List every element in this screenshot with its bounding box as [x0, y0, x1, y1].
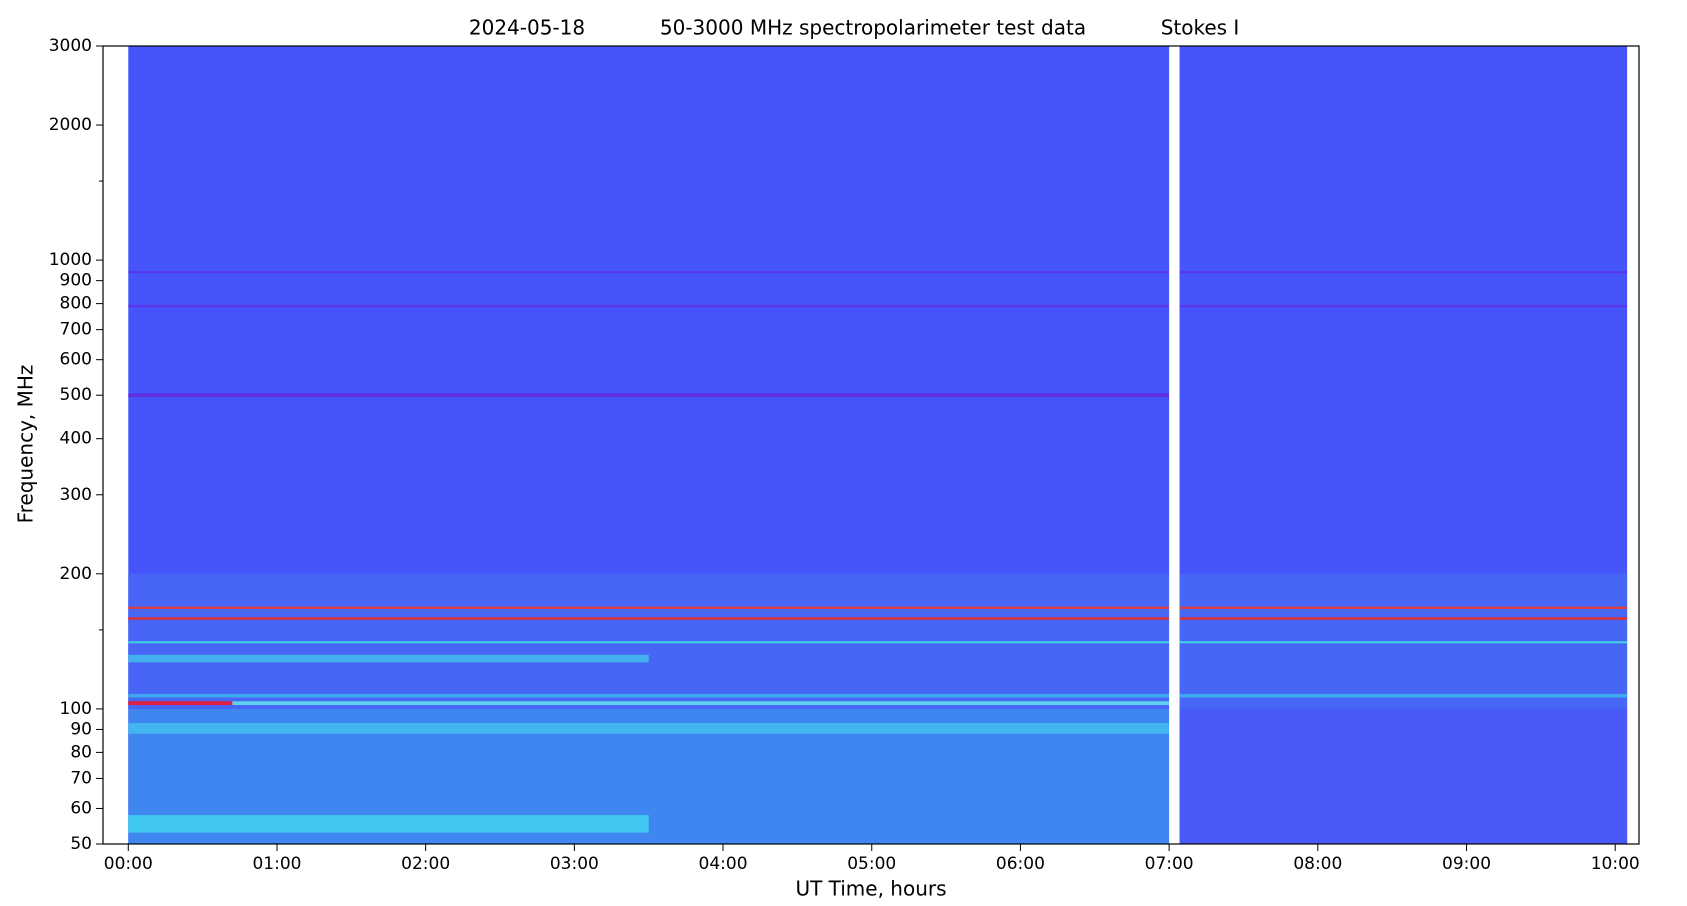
x-tick-label: 01:00: [252, 854, 301, 874]
x-tick-label: 00:00: [104, 854, 153, 874]
data-gap: [1169, 46, 1180, 844]
x-tick-label: 04:00: [699, 854, 748, 874]
chart-title: 50-3000 MHz spectropolarimeter test data: [660, 16, 1086, 40]
y-tick-label: 2000: [49, 115, 92, 135]
y-tick-label: 90: [70, 719, 92, 739]
x-tick-label: 05:00: [847, 854, 896, 874]
x-tick-label: 10:00: [1591, 854, 1640, 874]
y-tick-label: 100: [60, 699, 92, 719]
x-tick-label: 08:00: [1293, 854, 1342, 874]
spectral-band: [128, 393, 1170, 398]
spectral-band: [1179, 708, 1628, 844]
spectral-band: [232, 701, 1170, 706]
y-tick-label: 70: [70, 768, 92, 788]
y-tick-label: 500: [60, 385, 92, 405]
y-tick-label: 700: [60, 320, 92, 340]
spectral-band: [128, 641, 1628, 644]
y-tick-label: 3000: [49, 36, 92, 56]
spectral-band: [128, 693, 1628, 698]
x-tick-label: 07:00: [1145, 854, 1194, 874]
spectral-band: [128, 723, 1170, 734]
y-tick-label: 60: [70, 798, 92, 818]
x-tick-label: 09:00: [1442, 854, 1491, 874]
spectral-band: [128, 654, 649, 663]
y-tick-label: 900: [60, 271, 92, 291]
spectral-band: [128, 815, 649, 833]
x-tick-label: 06:00: [996, 854, 1045, 874]
x-tick-label: 02:00: [401, 854, 450, 874]
y-tick-label: 1000: [49, 250, 92, 270]
spectral-band: [128, 304, 1628, 308]
y-tick-label: 80: [70, 742, 92, 762]
spectral-band: [128, 617, 1628, 620]
y-tick-label: 800: [60, 294, 92, 314]
y-tick-label: 50: [70, 834, 92, 854]
y-tick-label: 400: [60, 429, 92, 449]
x-axis-label: UT Time, hours: [795, 877, 946, 901]
x-tick-label: 03:00: [550, 854, 599, 874]
spectral-band: [128, 271, 1628, 274]
y-axis-label: Frequency, MHz: [14, 365, 38, 524]
spectral-band: [128, 606, 1628, 609]
y-tick-label: 200: [60, 564, 92, 584]
chart-title-stokes: Stokes I: [1161, 16, 1240, 40]
spectral-band: [128, 701, 233, 706]
chart-title-date: 2024-05-18: [469, 16, 585, 40]
y-tick-label: 300: [60, 485, 92, 505]
plot-frame: [102, 45, 1640, 845]
y-tick-label: 600: [60, 350, 92, 370]
